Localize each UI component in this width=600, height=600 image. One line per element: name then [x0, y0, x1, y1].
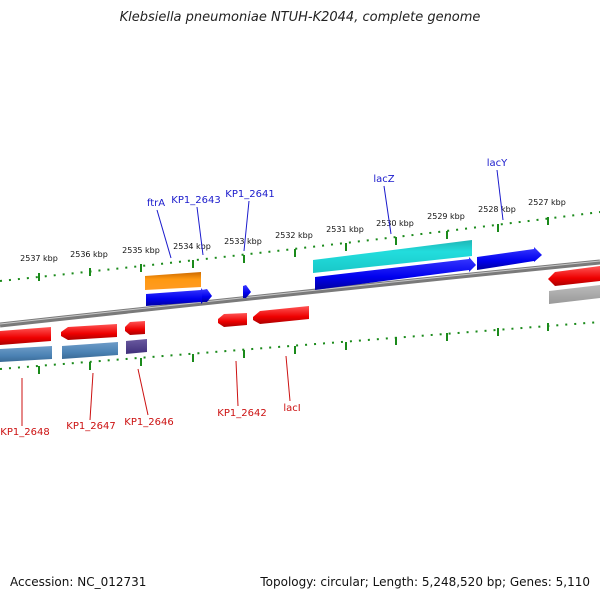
gene-label-lacY: lacY: [487, 158, 508, 169]
gene-lacY[interactable]: [477, 247, 542, 270]
gene-KP1_2646-red[interactable]: [125, 321, 145, 335]
gene-KP1_2643[interactable]: [202, 289, 212, 302]
gene-right-gray[interactable]: [549, 285, 600, 304]
scale-label: 2534 kbp: [173, 242, 211, 251]
genome-backbone-highlight: [0, 260, 600, 325]
map-title: Klebsiella pneumoniae NTUH-K2044, comple…: [119, 10, 481, 25]
gene-label-KP1_2646: KP1_2646: [124, 417, 173, 428]
gene-KP1_2641[interactable]: [243, 285, 251, 298]
gene-label-KP1_2643: KP1_2643: [171, 195, 220, 206]
gene-KP1_2647-red[interactable]: [61, 324, 117, 340]
scale-label: 2528 kbp: [478, 205, 516, 214]
gene-label-ftrA: ftrA: [147, 198, 165, 209]
gene-KP1_2648-steel[interactable]: [0, 346, 52, 362]
gene-right-red[interactable]: [548, 266, 600, 286]
gene-lacZ-cyan[interactable]: [313, 240, 472, 273]
gene-ftrA-orange[interactable]: [145, 272, 201, 290]
gene-lacI[interactable]: [253, 306, 309, 324]
scale-label: 2535 kbp: [122, 246, 160, 255]
bottom-leader-lines: [21, 355, 291, 426]
scale-label: 2531 kbp: [326, 225, 364, 234]
gene-label-lacI: lacI: [283, 403, 300, 414]
lower-major-ticks: [38, 323, 549, 374]
accession-text: Accession: NC_012731: [10, 575, 147, 589]
gene-label-lacZ: lacZ: [373, 174, 394, 185]
scale-label: 2530 kbp: [376, 219, 414, 228]
scale-label: 2527 kbp: [528, 198, 566, 207]
gene-labels-top: ftrA KP1_2643 KP1_2641 lacZ lacY: [147, 158, 508, 209]
scale-labels: 2537 kbp 2536 kbp 2535 kbp 2534 kbp 2533 kbp…: [20, 198, 566, 263]
gene-KP1_2648-red[interactable]: [0, 327, 51, 345]
genome-backbone: [0, 259, 600, 328]
scale-label: 2537 kbp: [20, 254, 58, 263]
upper-major-ticks: [38, 217, 549, 281]
gene-KP1_2647-steel[interactable]: [62, 342, 118, 359]
top-leader-lines: [156, 169, 504, 259]
gene-label-KP1_2642: KP1_2642: [217, 408, 266, 419]
gene-label-KP1_2647: KP1_2647: [66, 421, 115, 432]
scale-label: 2533 kbp: [224, 237, 262, 246]
gene-labels-bottom: KP1_2648 KP1_2647 KP1_2646 KP1_2642 lacI: [0, 403, 300, 438]
gene-KP1_2642[interactable]: [218, 313, 247, 327]
scale-label: 2532 kbp: [275, 231, 313, 240]
gene-label-KP1_2648: KP1_2648: [0, 427, 49, 438]
scale-label: 2536 kbp: [70, 250, 108, 259]
gene-ftrA[interactable]: [146, 288, 208, 306]
genome-summary-text: Topology: circular; Length: 5,248,520 bp…: [260, 575, 590, 589]
gene-lacZ[interactable]: [315, 257, 476, 290]
scale-label: 2529 kbp: [427, 212, 465, 221]
gene-KP1_2646-purple[interactable]: [126, 339, 147, 354]
gene-label-KP1_2641: KP1_2641: [225, 189, 274, 200]
